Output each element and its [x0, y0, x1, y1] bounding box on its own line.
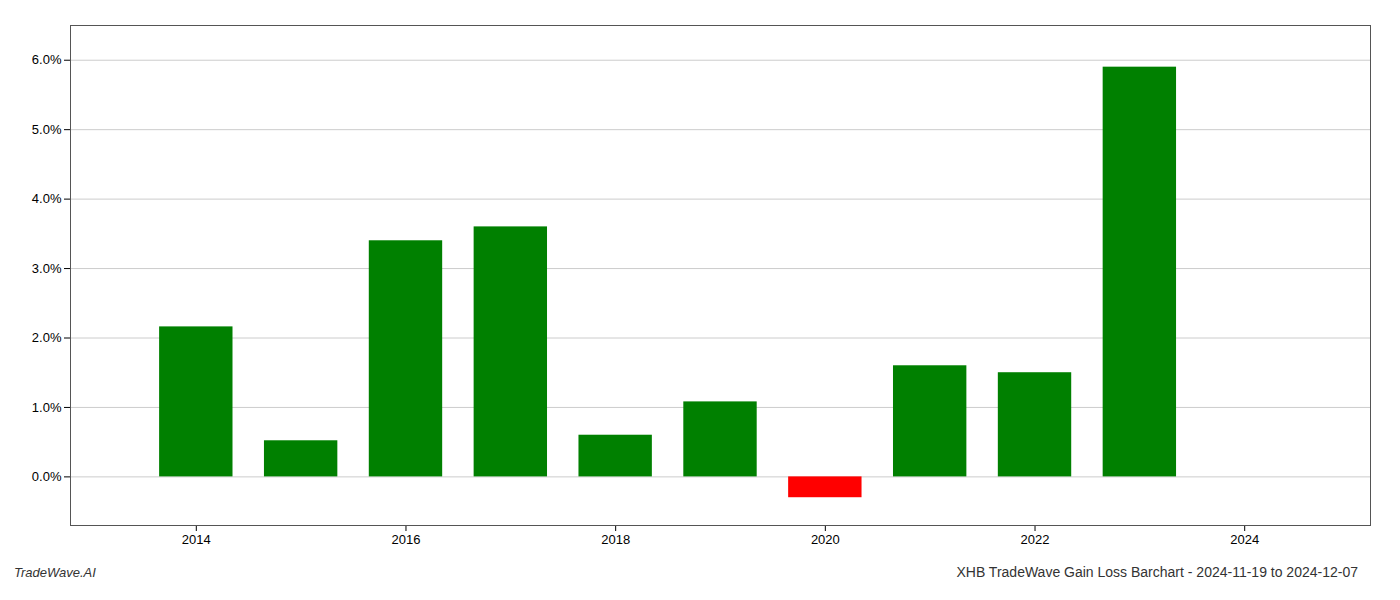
svg-text:2014: 2014 [182, 532, 211, 547]
html-text:XHB TradeWave Gain Loss Barcha: XHB TradeWave Gain Loss Barchart - 2024-… [956, 564, 1358, 580]
svg-text:2016: 2016 [392, 532, 421, 547]
svg-text:1.0%: 1.0% [32, 400, 62, 415]
svg-text:0.0%: 0.0% [32, 469, 62, 484]
svg-text:2024: 2024 [1230, 532, 1259, 547]
svg-text:2.0%: 2.0% [32, 330, 62, 345]
svg-text:4.0%: 4.0% [32, 191, 62, 206]
svg-text:2022: 2022 [1021, 532, 1050, 547]
svg-text:5.0%: 5.0% [32, 122, 62, 137]
svg-text:6.0%: 6.0% [32, 52, 62, 67]
html-text:TradeWave.AI: TradeWave.AI [14, 565, 96, 580]
svg-text:3.0%: 3.0% [32, 261, 62, 276]
svg-text:2018: 2018 [601, 532, 630, 547]
svg-text:2020: 2020 [811, 532, 840, 547]
